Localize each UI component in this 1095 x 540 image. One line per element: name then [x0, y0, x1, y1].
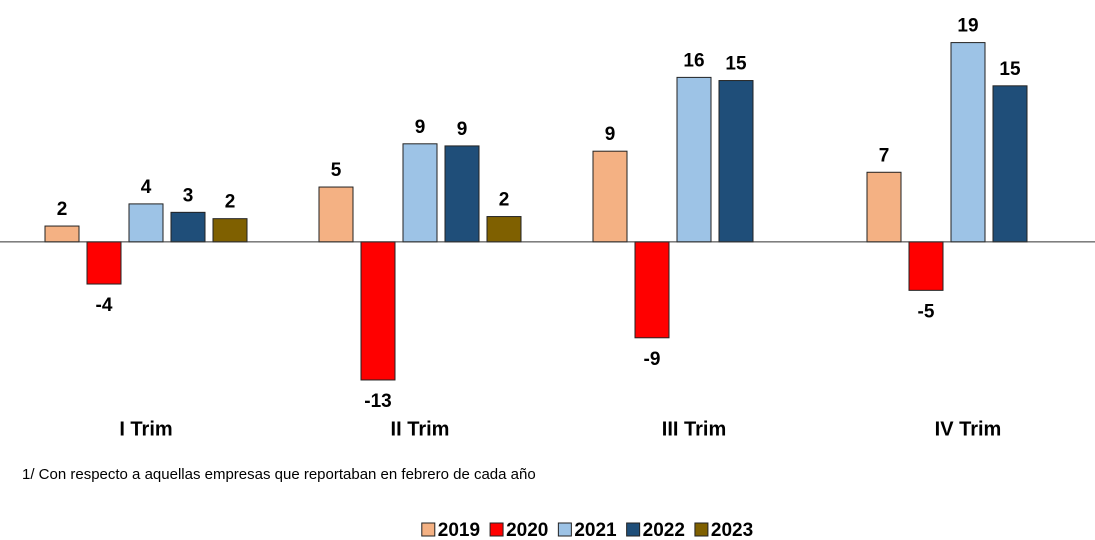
data-label: 2: [225, 192, 236, 213]
data-label: 15: [999, 59, 1021, 80]
legend-swatch: [626, 522, 641, 537]
legend-label: 2021: [574, 520, 617, 540]
legend-swatch: [421, 522, 436, 537]
legend-label: 2022: [643, 520, 685, 540]
data-label: 2: [57, 199, 68, 220]
data-label: -5: [918, 301, 935, 322]
data-label: 9: [415, 117, 426, 138]
data-label: 19: [957, 16, 978, 37]
legend-label: 2023: [711, 520, 753, 540]
data-label: 9: [605, 124, 616, 145]
bar: [950, 42, 986, 243]
data-label: 7: [879, 145, 890, 166]
bar: [592, 150, 628, 243]
data-label: 15: [725, 54, 747, 75]
bar: [866, 171, 902, 243]
bar: [360, 241, 396, 381]
bar: [718, 80, 754, 243]
bar: [676, 76, 712, 243]
bar: [212, 218, 248, 243]
bar: [402, 143, 438, 243]
data-label: 2: [499, 190, 510, 211]
bar: [86, 241, 122, 285]
bar: [170, 211, 206, 243]
data-label: 5: [331, 160, 342, 181]
data-label: 9: [457, 119, 468, 140]
bar: [444, 145, 480, 243]
data-label: -13: [364, 391, 391, 412]
data-label: -4: [96, 295, 113, 316]
bar: [44, 225, 80, 243]
x-tick-label: I Trim: [119, 418, 172, 440]
bar: [128, 203, 164, 243]
legend-swatch: [694, 522, 709, 537]
legend-swatch: [489, 522, 504, 537]
footnote: 1/ Con respecto a aquellas empresas que …: [22, 466, 536, 483]
x-tick-label: IV Trim: [935, 418, 1002, 440]
bar: [486, 216, 522, 243]
bar: [992, 85, 1028, 243]
data-label: -9: [644, 349, 661, 370]
data-label: 3: [183, 185, 194, 206]
legend-label: 2020: [506, 520, 548, 540]
legend-swatch: [557, 522, 572, 537]
bar: [908, 241, 944, 291]
data-label: 16: [683, 50, 704, 71]
data-label: 4: [141, 177, 152, 198]
x-tick-label: III Trim: [662, 418, 726, 440]
bar: [634, 241, 670, 339]
legend-label: 2019: [438, 520, 480, 540]
bar: [318, 186, 354, 243]
x-tick-label: II Trim: [391, 418, 450, 440]
